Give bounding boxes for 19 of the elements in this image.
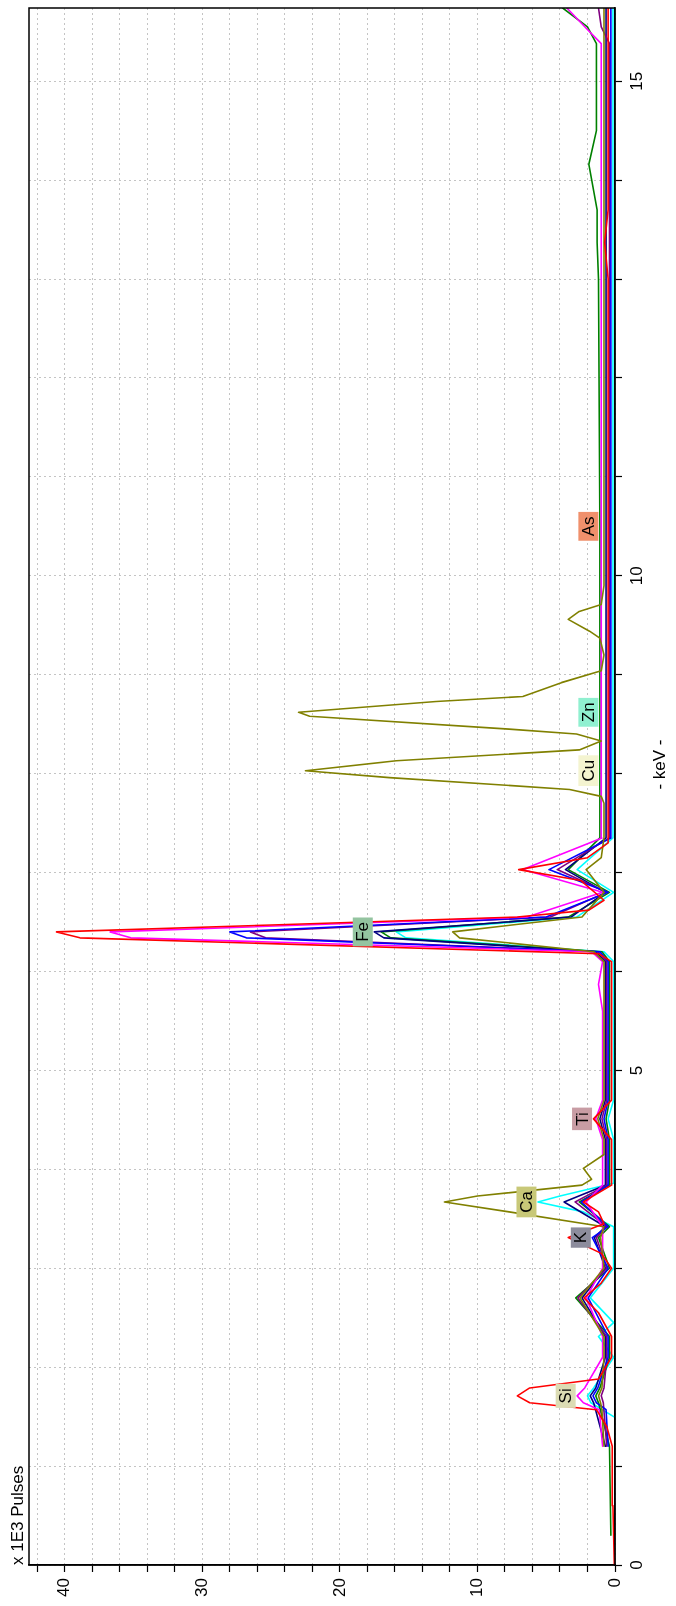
- y-tick-label: 5: [627, 1065, 647, 1076]
- annotation: As: [579, 516, 599, 537]
- y-tick-label: 10: [627, 566, 647, 586]
- annotation: Ca: [517, 1190, 537, 1213]
- y-tick-label: 0: [627, 1560, 647, 1570]
- y-axis-title: - keV -: [649, 739, 669, 790]
- annotation: Fe: [353, 921, 373, 942]
- x-tick-label: 0: [604, 1578, 624, 1588]
- annotation: Ti: [572, 1112, 592, 1126]
- y-tick-label: 15: [627, 71, 647, 91]
- x-tick-label: 40: [54, 1578, 74, 1597]
- text: x 1E3 Pulses: [7, 1465, 27, 1565]
- x-tick-label: 20: [329, 1578, 349, 1597]
- annotation: Si: [556, 1388, 576, 1404]
- annotation: Zn: [579, 702, 599, 723]
- annotation: Cu: [579, 759, 599, 782]
- annotation: K: [571, 1231, 591, 1244]
- x-tick-label: 30: [192, 1578, 212, 1597]
- x-tick-label: 10: [467, 1578, 487, 1597]
